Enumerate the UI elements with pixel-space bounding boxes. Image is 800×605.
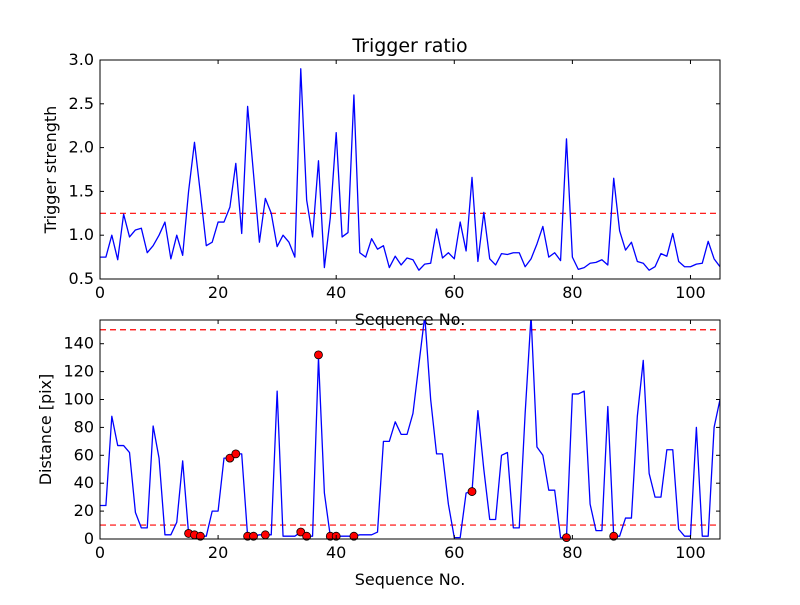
lower-y-tick-label: 0 bbox=[84, 529, 94, 548]
lower-x-tick-label: 80 bbox=[562, 543, 582, 562]
upper-y-tick-label: 3.0 bbox=[69, 50, 94, 69]
lower-y-tick-label: 140 bbox=[63, 334, 94, 353]
upper-x-tick-label: 60 bbox=[444, 283, 464, 302]
lower-y-tick-label: 60 bbox=[74, 445, 94, 464]
lower-marker-point bbox=[349, 531, 359, 541]
lower-marker-point bbox=[609, 531, 619, 541]
upper-y-tick-label: 2.5 bbox=[69, 94, 94, 113]
upper-x-tick-label: 0 bbox=[95, 283, 105, 302]
lower-x-tick-label: 100 bbox=[675, 543, 706, 562]
upper-x-tick-label: 40 bbox=[326, 283, 346, 302]
lower-plot-frame bbox=[99, 319, 721, 540]
upper-chart-title: Trigger ratio bbox=[351, 35, 467, 57]
lower-y-tick-label: 80 bbox=[74, 417, 94, 436]
lower-y-tick-label: 100 bbox=[63, 390, 94, 409]
lower-y-axis-label: Distance [pix] bbox=[36, 374, 55, 486]
lower-marker-point bbox=[195, 531, 205, 541]
lower-x-tick-label: 40 bbox=[326, 543, 346, 562]
upper-x-tick-label: 20 bbox=[208, 283, 228, 302]
upper-x-tick-label: 80 bbox=[562, 283, 582, 302]
lower-marker-point bbox=[231, 449, 241, 459]
lower-marker-point bbox=[314, 350, 323, 360]
lower-y-tick-label: 20 bbox=[74, 501, 94, 520]
lower-marker-point bbox=[562, 533, 571, 543]
lower-marker-point bbox=[467, 487, 477, 496]
upper-plot-frame bbox=[99, 59, 721, 280]
lower-marker-point bbox=[225, 453, 235, 463]
upper-series-line-0 bbox=[100, 68, 720, 271]
upper-y-tick-label: 1.0 bbox=[69, 225, 94, 244]
lower-marker-point bbox=[302, 531, 312, 541]
upper-y-tick-label: 0.5 bbox=[69, 269, 94, 288]
lower-y-tick-label: 40 bbox=[74, 473, 94, 492]
upper-y-tick-label: 2.0 bbox=[69, 138, 94, 157]
upper-y-axis-label: Trigger strength bbox=[41, 106, 60, 235]
lower-marker-point bbox=[260, 530, 270, 540]
upper-x-tick-label: 100 bbox=[675, 283, 706, 302]
lower-marker-point bbox=[296, 527, 306, 537]
lower-x-tick-label: 20 bbox=[208, 543, 228, 562]
lower-series-line-0 bbox=[100, 320, 720, 539]
lower-x-tick-label: 0 bbox=[95, 543, 105, 562]
lower-marker-point bbox=[249, 531, 258, 541]
lower-y-tick-label: 120 bbox=[63, 362, 94, 381]
lower-x-tick-label: 60 bbox=[444, 543, 464, 562]
lower-x-axis-label: Sequence No. bbox=[355, 570, 466, 589]
upper-y-tick-label: 1.5 bbox=[69, 181, 94, 200]
